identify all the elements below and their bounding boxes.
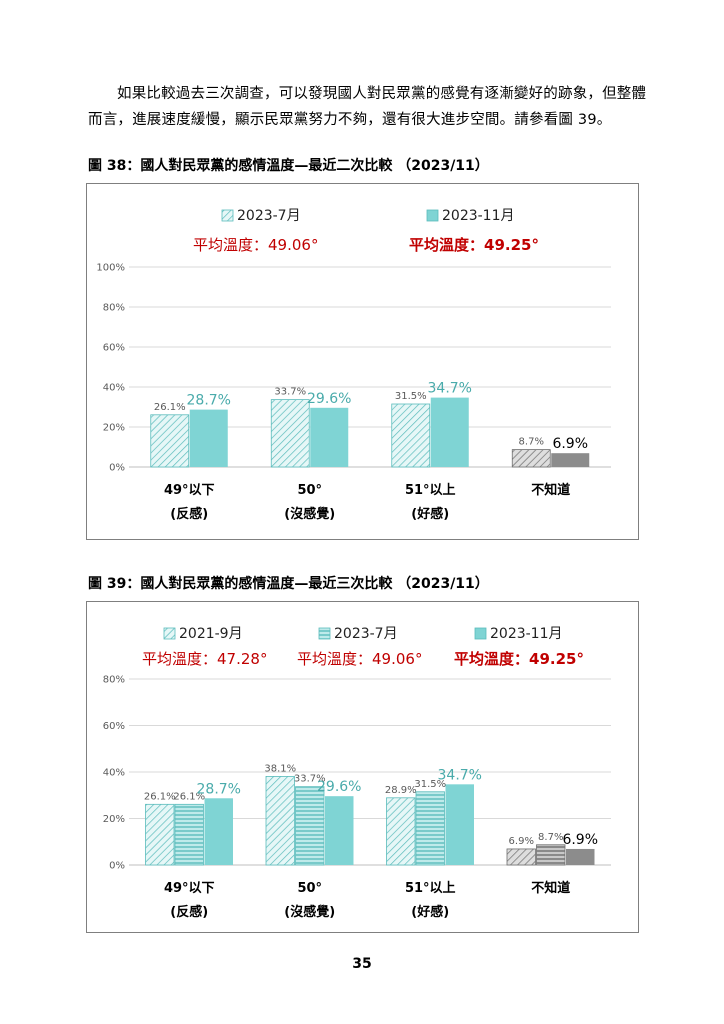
figure-38-chart: 2023-7月平均溫度：49.06° 2023-11月平均溫度：49.25° 0% 2… (86, 183, 639, 540)
chart39-data-label-2-0: 28.9% (385, 785, 417, 796)
chart39-bar-0-1 (174, 803, 204, 866)
chart38-bar-0-1 (189, 409, 228, 467)
figure-38-title: 圖 38：國人對民眾黨的感情溫度—最近二次比較 （2023/11） (88, 158, 489, 174)
chart39-bar-1-0 (265, 776, 295, 866)
chart38-category-sublabel-0: (反感) (170, 506, 208, 522)
chart39-bar-2-1 (415, 791, 445, 866)
chart38-data-label-2-0: 31.5% (395, 391, 427, 402)
chart38-bar-3-0 (511, 449, 551, 468)
chart38-data-label-2-1: 34.7% (428, 381, 472, 397)
chart39-bar-1-1 (295, 786, 325, 866)
chart38-legend-swatch-1 (426, 209, 439, 222)
chart38-bar-3-1 (551, 453, 590, 467)
chart39-data-label-1-0: 38.1% (264, 763, 296, 774)
chart39-legend-label-2: 2023-11月 (490, 626, 563, 642)
chart38-ytick-3: 60% (103, 343, 125, 354)
chart39-data-label-0-1: 26.1% (173, 791, 205, 802)
chart39-data-label-3-1: 8.7% (538, 832, 563, 843)
chart39-category-sublabel-1: (沒感覺) (284, 904, 335, 920)
chart38-avg-label-1: 平均溫度：49.25° (409, 236, 539, 254)
chart39-ytick-0: 0% (109, 861, 125, 872)
chart39-category-label-2: 51°以上 (405, 881, 456, 896)
chart39-data-label-1-2: 29.6% (317, 779, 361, 795)
chart39-legend-label-1: 2023-7月 (334, 626, 398, 642)
chart39-data-label-0-0: 26.1% (144, 791, 176, 802)
chart38-legend-label-0: 2023-7月 (237, 208, 301, 224)
chart38-data-label-1-1: 29.6% (307, 391, 351, 407)
chart38-data-label-0-1: 28.7% (187, 393, 231, 409)
chart38-data-label-0-0: 26.1% (154, 402, 186, 413)
chart39-data-label-2-2: 34.7% (438, 767, 482, 783)
chart39-legend-swatch-0 (163, 627, 176, 640)
chart39-data-label-1-1: 33.7% (294, 774, 326, 785)
chart39-data-label-3-0: 6.9% (509, 836, 534, 847)
chart39-bar-2-2 (445, 784, 474, 865)
chart38-bar-1-1 (310, 407, 349, 467)
chart39-ytick-4: 80% (103, 675, 125, 686)
chart39-avg-label-0: 平均溫度：47.28° (142, 650, 267, 668)
body-paragraph-text: 如果比較過去三次調查，可以發現國人對民眾黨的感覺有逐漸變好的跡象，但整體而言，進… (88, 85, 647, 128)
chart39-category-sublabel-2: (好感) (411, 904, 449, 920)
chart39-data-label-3-2: 6.9% (562, 832, 598, 848)
chart39-bar-3-0 (506, 848, 536, 866)
chart38-category-sublabel-1: (沒感覺) (284, 506, 335, 522)
chart39-category-label-1: 50° (297, 881, 322, 896)
chart39-avg-label-1: 平均溫度：49.06° (297, 650, 422, 668)
chart39-ytick-3: 60% (103, 721, 125, 732)
chart38-ytick-2: 40% (103, 383, 125, 394)
figure-39-title: 圖 39：國人對民眾黨的感情溫度—最近三次比較 （2023/11） (88, 576, 489, 592)
chart38-category-label-2: 51°以上 (405, 483, 456, 498)
chart38-ytick-0: 0% (109, 463, 125, 474)
chart39-ytick-2: 40% (103, 768, 125, 779)
chart38-category-label-3: 不知道 (531, 482, 570, 498)
chart39-bar-1-2 (325, 796, 354, 865)
chart39-data-label-0-2: 28.7% (197, 781, 241, 797)
chart39-bar-2-0 (386, 797, 416, 866)
page-number: 35 (352, 956, 372, 972)
chart38-data-label-3-0: 8.7% (519, 437, 544, 448)
chart39-category-sublabel-0: (反感) (170, 904, 208, 920)
chart38-data-label-1-0: 33.7% (274, 387, 306, 398)
chart38-ytick-4: 80% (103, 303, 125, 314)
chart39-ytick-1: 20% (103, 814, 125, 825)
chart39-bar-3-2 (566, 848, 595, 865)
body-paragraph: 如果比較過去三次調查，可以發現國人對民眾黨的感覺有逐漸變好的跡象，但整體而言，進… (88, 81, 648, 133)
chart39-legend-swatch-2 (474, 627, 487, 640)
chart39-legend-swatch-1 (318, 627, 331, 640)
chart38-bar-0-0 (150, 414, 190, 468)
figure-39-chart: 2021-9月平均溫度：47.28° 2023-7月平均溫度：49.06° 2023… (86, 601, 639, 933)
chart39-category-label-3: 不知道 (531, 880, 570, 896)
chart38-legend-label-1: 2023-11月 (442, 208, 515, 224)
chart38-data-label-3-1: 6.9% (552, 436, 588, 452)
chart38-category-sublabel-2: (好感) (411, 506, 449, 522)
chart38-bar-2-1 (430, 397, 469, 467)
chart38-bar-1-0 (270, 399, 310, 468)
chart38-ytick-1: 20% (103, 423, 125, 434)
chart38-ytick-5: 100% (96, 263, 125, 274)
chart39-legend-label-0: 2021-9月 (179, 626, 243, 642)
chart38-avg-label-0: 平均溫度：49.06° (193, 236, 318, 254)
chart38-legend-swatch-0 (221, 209, 234, 222)
chart38-category-label-0: 49°以下 (164, 483, 215, 498)
chart39-data-label-2-1: 31.5% (414, 779, 446, 790)
chart39-category-label-0: 49°以下 (164, 881, 215, 896)
chart39-avg-label-2: 平均溫度：49.25° (454, 650, 584, 668)
chart39-bar-0-2 (204, 798, 233, 865)
chart38-bar-2-0 (391, 403, 431, 468)
chart38-category-label-1: 50° (297, 483, 322, 498)
chart39-bar-0-0 (145, 803, 175, 866)
chart39-bar-3-1 (536, 844, 566, 866)
